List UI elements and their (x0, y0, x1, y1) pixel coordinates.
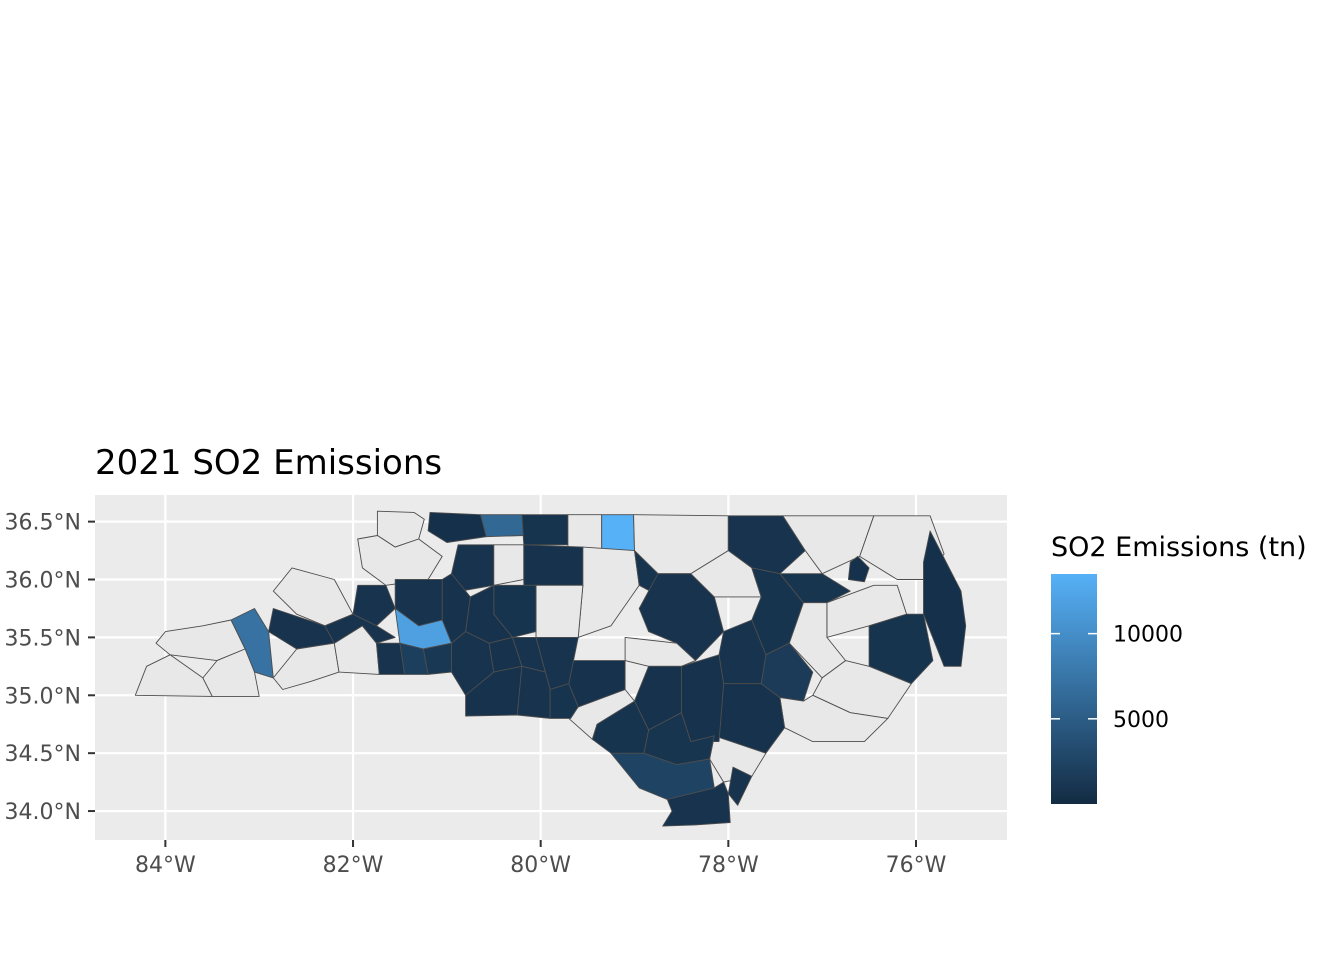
county-cherokee-clay (134, 654, 213, 697)
county-forsyth (493, 544, 525, 586)
county-brunswick (662, 781, 731, 827)
x-tick-label: 78°W (698, 853, 759, 878)
county-northampton-hertford (782, 515, 875, 575)
county-watauga-wilkes (357, 535, 443, 586)
legend-colorbar (1051, 574, 1097, 804)
county-avery-mitchell (352, 584, 396, 627)
y-tick-label: 36.5°N (5, 511, 81, 536)
county-sampson (680, 654, 725, 743)
county-stokes (480, 514, 525, 538)
legend-label: 10000 (1113, 623, 1183, 648)
county-martin-bertie (779, 573, 851, 604)
county-caswell (567, 514, 603, 553)
county-chowan (847, 555, 870, 583)
y-tick-label: 35.5°N (5, 626, 81, 651)
x-axis: 84°W 82°W 80°W 78°W 76°W (135, 840, 947, 878)
map-title: 2021 SO2 Emissions (95, 443, 442, 483)
legend-label: 5000 (1113, 708, 1169, 733)
y-axis: 36.5°N 36.0°N 35.5°N 35.0°N 34.5°N 34.0°N (5, 511, 95, 825)
county-surry (427, 511, 487, 543)
county-anson (516, 665, 551, 719)
county-onslow-carteret (779, 694, 889, 743)
county-polygons (134, 510, 967, 827)
county-yadkin-davie (451, 544, 495, 592)
x-tick-label: 80°W (510, 853, 571, 878)
x-tick-label: 84°W (135, 853, 196, 878)
x-tick-label: 76°W (886, 853, 947, 878)
county-columbus (610, 752, 715, 800)
y-tick-label: 34.5°N (5, 742, 81, 767)
legend: SO2 Emissions (tn) 10000 5000 (1051, 532, 1307, 804)
legend-ticks: 10000 5000 (1051, 623, 1183, 733)
y-tick-label: 34.0°N (5, 800, 81, 825)
legend-title: SO2 Emissions (tn) (1051, 532, 1307, 563)
y-tick-label: 36.0°N (5, 569, 81, 594)
county-lincoln (422, 642, 452, 675)
county-randolph (535, 584, 584, 638)
y-tick-label: 35.0°N (5, 684, 81, 709)
county-guilford (523, 544, 584, 586)
county-new-hanover (727, 766, 753, 806)
x-tick-label: 82°W (323, 853, 384, 878)
county-richmond (549, 683, 579, 719)
county-currituck-dare (923, 530, 967, 667)
county-mcdowell-burke (324, 613, 396, 644)
county-person (601, 514, 635, 552)
county-macon-jackson (202, 648, 260, 697)
county-rockingham (521, 514, 569, 546)
